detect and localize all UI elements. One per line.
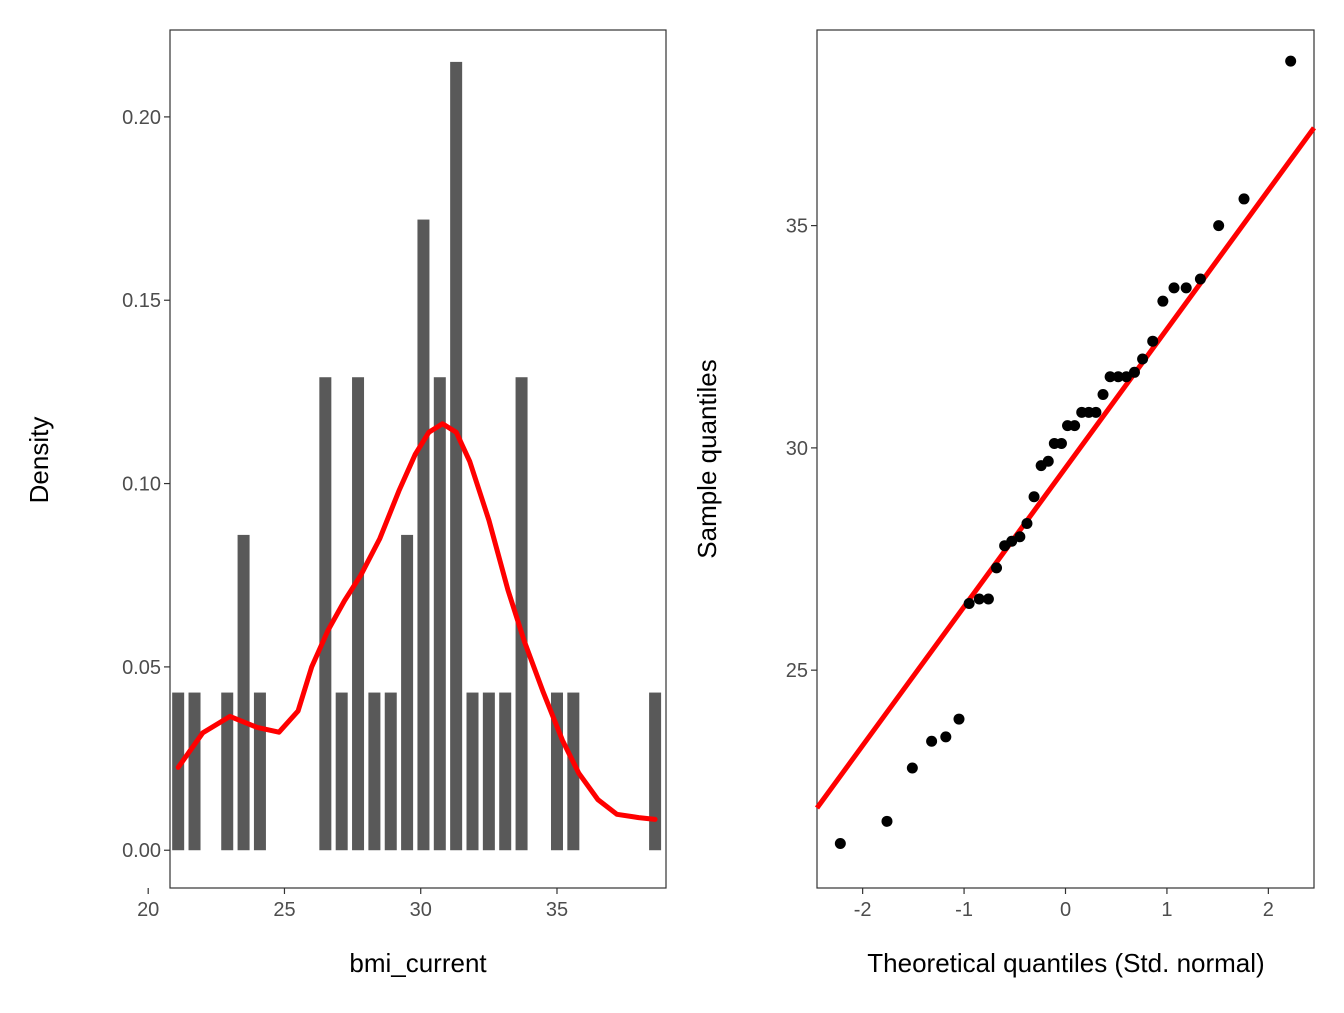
qq-point-8 bbox=[982, 593, 994, 605]
histogram-x-ticks: 20 25 30 35 bbox=[137, 888, 568, 921]
qq-x-tick-label: -2 bbox=[854, 899, 872, 921]
qq-point-36 bbox=[1238, 193, 1250, 205]
qq-points bbox=[834, 55, 1297, 850]
qq-x-tick-label: 2 bbox=[1263, 899, 1274, 921]
qq-point-27 bbox=[1120, 371, 1132, 383]
qq-point-16 bbox=[1042, 455, 1054, 467]
qq-point-18 bbox=[1055, 437, 1067, 449]
qq-point-24 bbox=[1097, 389, 1109, 401]
qq-x-tick-label: -1 bbox=[955, 899, 973, 921]
histogram-x-axis-title: bmi_current bbox=[349, 948, 487, 978]
qq-point-28 bbox=[1128, 366, 1140, 378]
qq-point-26 bbox=[1112, 371, 1124, 383]
qq-plot-panel-border bbox=[816, 29, 1315, 889]
histogram-bar-12 bbox=[433, 377, 446, 851]
qq-point-35 bbox=[1213, 220, 1225, 232]
qq-point-9 bbox=[991, 562, 1003, 574]
qq-y-tick-label: 25 bbox=[786, 660, 808, 682]
histogram-x-tick-label: 35 bbox=[546, 899, 568, 921]
histogram-bar-17 bbox=[515, 377, 528, 851]
qq-reference-line bbox=[814, 126, 1317, 810]
histogram-bar-2 bbox=[221, 692, 234, 851]
histogram-y-ticks: 0.00 0.05 0.10 0.15 0.20 bbox=[122, 107, 170, 862]
histogram-bar-11 bbox=[417, 219, 430, 851]
histogram-bar-1 bbox=[188, 692, 201, 851]
histogram-bar-5 bbox=[319, 377, 332, 851]
qq-point-34 bbox=[1194, 273, 1206, 285]
histogram-bar-8 bbox=[368, 692, 381, 851]
histogram-panel-border bbox=[169, 29, 667, 889]
histogram-x-tick-label: 30 bbox=[410, 899, 432, 921]
histogram-y-tick-label: 0.00 bbox=[122, 840, 161, 862]
histogram-bar-19 bbox=[567, 692, 580, 851]
qq-point-0 bbox=[834, 838, 846, 850]
histogram-bar-7 bbox=[352, 377, 365, 851]
density-curve bbox=[175, 421, 658, 822]
qq-point-30 bbox=[1147, 335, 1159, 347]
qq-y-axis-title: Sample quantiles bbox=[692, 359, 722, 558]
qq-point-6 bbox=[963, 597, 975, 609]
qq-point-3 bbox=[926, 735, 938, 747]
histogram-bar-9 bbox=[384, 692, 397, 851]
qq-point-2 bbox=[906, 762, 918, 774]
histogram-bar-14 bbox=[466, 692, 479, 851]
qq-x-tick-label: 0 bbox=[1060, 899, 1071, 921]
histogram-bar-15 bbox=[482, 692, 495, 851]
qq-y-tick-label: 35 bbox=[786, 216, 808, 238]
qq-point-1 bbox=[881, 815, 893, 827]
histogram-bar-0 bbox=[172, 692, 185, 851]
qq-point-25 bbox=[1104, 371, 1116, 383]
qq-x-tick-label: 1 bbox=[1161, 899, 1172, 921]
histogram-bars bbox=[172, 61, 662, 851]
qq-point-5 bbox=[953, 713, 965, 725]
qq-x-axis-title: Theoretical quantiles (Std. normal) bbox=[867, 948, 1264, 978]
qq-point-11 bbox=[1006, 535, 1018, 547]
histogram-y-tick-label: 0.20 bbox=[122, 107, 161, 129]
qq-point-29 bbox=[1137, 353, 1149, 365]
qq-point-14 bbox=[1028, 491, 1040, 503]
qq-point-20 bbox=[1069, 420, 1081, 432]
qq-x-ticks: -2 -1 0 1 2 bbox=[854, 888, 1274, 921]
histogram-x-tick-label: 25 bbox=[273, 899, 295, 921]
qq-y-tick-label: 30 bbox=[786, 438, 808, 460]
qq-point-33 bbox=[1180, 282, 1192, 294]
qq-point-32 bbox=[1168, 282, 1180, 294]
histogram-bar-10 bbox=[401, 534, 414, 851]
histogram-bar-3 bbox=[237, 534, 250, 851]
qq-y-ticks: 25 30 35 bbox=[786, 216, 817, 682]
histogram-y-tick-label: 0.10 bbox=[122, 474, 161, 496]
qq-point-7 bbox=[973, 593, 985, 605]
histogram-y-axis-title: Density bbox=[24, 417, 54, 504]
histogram-bar-6 bbox=[335, 692, 348, 851]
qq-point-23 bbox=[1090, 406, 1102, 418]
histogram-x-tick-label: 20 bbox=[137, 899, 159, 921]
histogram-bar-13 bbox=[450, 61, 463, 851]
histogram-panel: 20 25 30 35 0.00 0.05 0.10 0.15 0.20 bmi_curren… bbox=[24, 29, 667, 978]
qq-point-31 bbox=[1157, 295, 1169, 307]
histogram-y-tick-label: 0.05 bbox=[122, 657, 161, 679]
qq-point-4 bbox=[940, 731, 952, 743]
qq-point-13 bbox=[1021, 517, 1033, 529]
histogram-bar-16 bbox=[499, 692, 512, 851]
histogram-y-tick-label: 0.15 bbox=[122, 290, 161, 312]
qq-plot-panel: -2 -1 0 1 2 25 30 35 Theoretical quantiles (St… bbox=[692, 29, 1317, 978]
histogram-bar-4 bbox=[253, 692, 266, 851]
qq-point-37 bbox=[1285, 55, 1297, 67]
histogram-bar-20 bbox=[649, 692, 662, 851]
qq-point-12 bbox=[1014, 531, 1026, 543]
